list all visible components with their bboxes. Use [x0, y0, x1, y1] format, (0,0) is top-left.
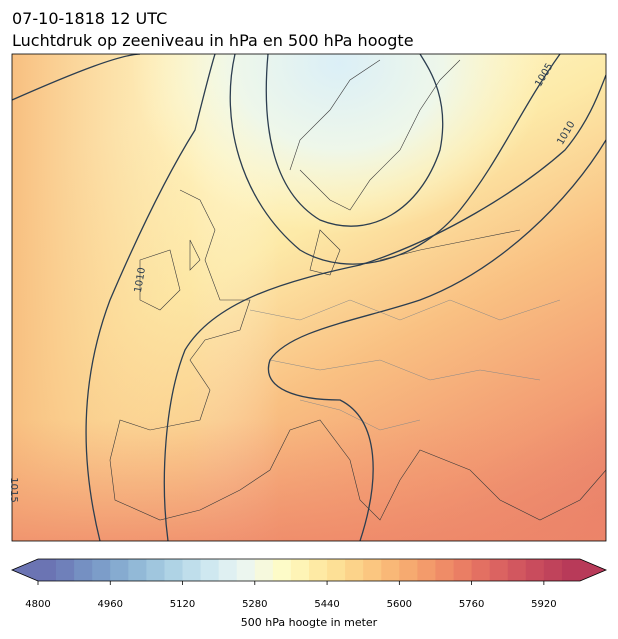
colorbar-swatch	[399, 559, 418, 581]
colorbar-swatch	[164, 559, 183, 581]
colorbar-swatch	[290, 559, 310, 581]
colorbar-swatch	[309, 559, 328, 581]
colorbar-tick-label: 5120	[170, 599, 195, 610]
colorbar-swatch	[254, 559, 274, 581]
contour-label: 1010	[133, 267, 148, 294]
colorbar-swatch	[327, 559, 346, 581]
colorbar-swatch	[489, 559, 509, 581]
title: 07-10-1818 12 UTC	[12, 9, 167, 28]
colorbar-swatch	[74, 559, 93, 581]
colorbar-swatch	[128, 559, 147, 581]
contour-label: 1015	[8, 477, 19, 502]
colorbar-swatch	[345, 559, 364, 581]
colorbar-swatch	[561, 559, 581, 581]
colorbar-swatch	[543, 559, 563, 581]
colorbar-swatch	[182, 559, 201, 581]
colorbar-swatch	[146, 559, 165, 581]
colorbar-tick-label: 5600	[387, 599, 412, 610]
colorbar-swatch	[381, 559, 400, 581]
colorbar-swatch	[200, 559, 220, 581]
colorbar-tick-label: 5440	[314, 599, 339, 610]
colorbar-swatch	[38, 559, 57, 581]
colorbar-tick-label: 5760	[459, 599, 484, 610]
colorbar-tick-label: 4960	[98, 599, 123, 610]
colorbar-swatch	[56, 559, 75, 581]
colorbar-swatch	[363, 559, 382, 581]
colorbar-swatch	[525, 559, 545, 581]
map	[12, 54, 606, 541]
colorbar-extend-low	[12, 559, 38, 581]
colorbar-swatch	[507, 559, 527, 581]
colorbar-tick-label: 4800	[25, 599, 50, 610]
colorbar-swatch	[435, 559, 454, 581]
colorbar-swatch	[453, 559, 472, 581]
colorbar-swatch	[92, 559, 111, 581]
colorbar-tick-label: 5920	[531, 599, 556, 610]
colorbar-swatch	[471, 559, 491, 581]
colorbar-swatch	[417, 559, 436, 581]
colorbar-label: 500 hPa hoogte in meter	[241, 616, 378, 629]
subtitle: Luchtdruk op zeeniveau in hPa en 500 hPa…	[12, 31, 414, 50]
colorbar-swatch	[236, 559, 256, 581]
colorbar: 4800 4960 5120 5280 5440 5600 5760 5920 500 hPa …	[10, 558, 608, 629]
colorbar-swatch	[272, 559, 292, 581]
map-frame	[11, 53, 607, 542]
colorbar-swatch	[218, 559, 238, 581]
colorbar-tick-label: 5280	[242, 599, 267, 610]
colorbar-extend-high	[580, 559, 606, 581]
colorbar-swatch	[110, 559, 129, 581]
